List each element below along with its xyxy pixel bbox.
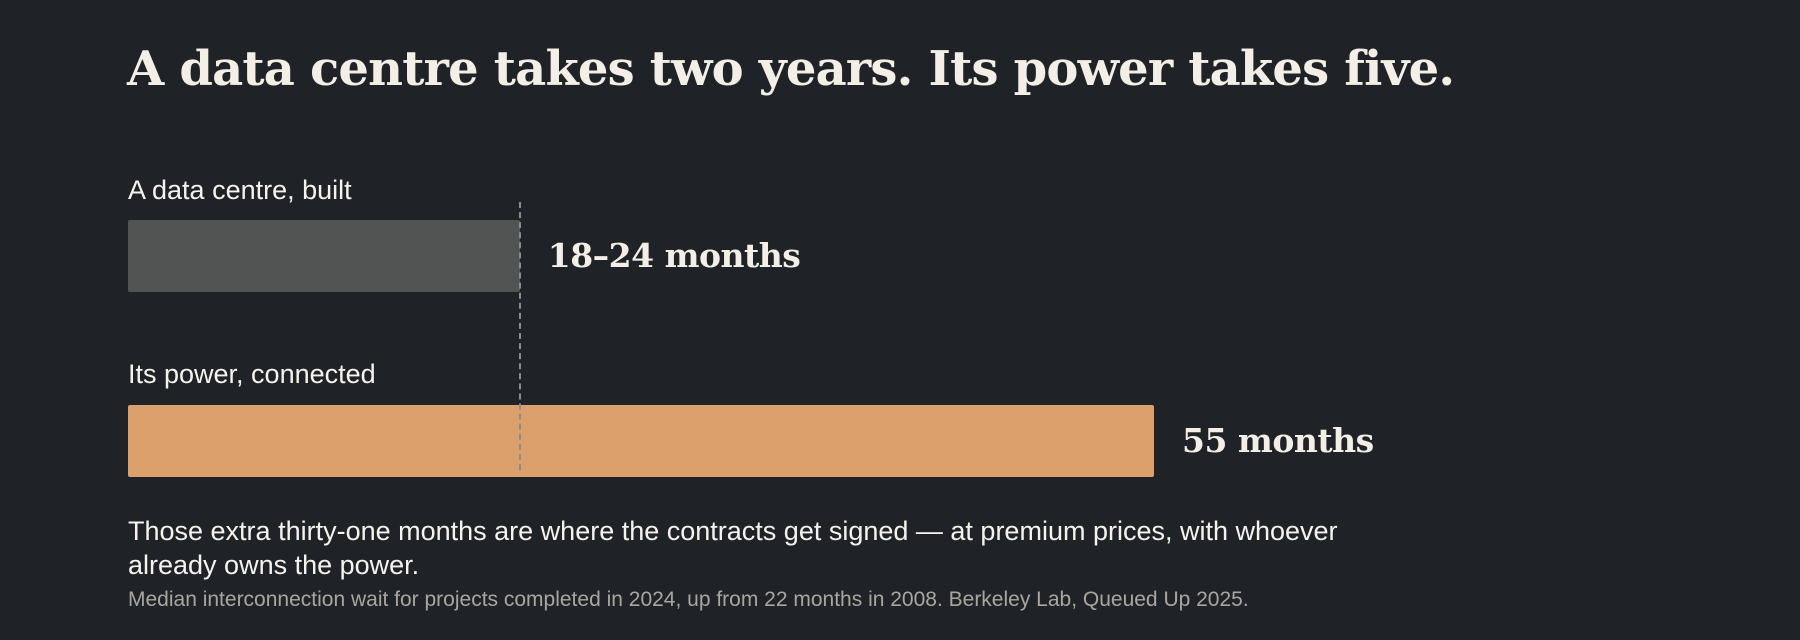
bar-power-connection <box>128 405 1154 477</box>
row-label-data-centre: A data centre, built <box>128 175 352 205</box>
value-label-power: 55 months <box>1182 421 1374 460</box>
reference-line-dashed <box>518 202 521 470</box>
chart-title: A data centre takes two years. Its power… <box>127 41 1455 97</box>
takeaway-text: Those extra thirty-one months are where … <box>128 516 1338 580</box>
bar-data-centre-build <box>128 220 520 292</box>
row-label-power: Its power, connected <box>128 359 376 389</box>
source-note: Median interconnection wait for projects… <box>128 588 1249 611</box>
value-label-data-centre: 18–24 months <box>547 236 801 275</box>
